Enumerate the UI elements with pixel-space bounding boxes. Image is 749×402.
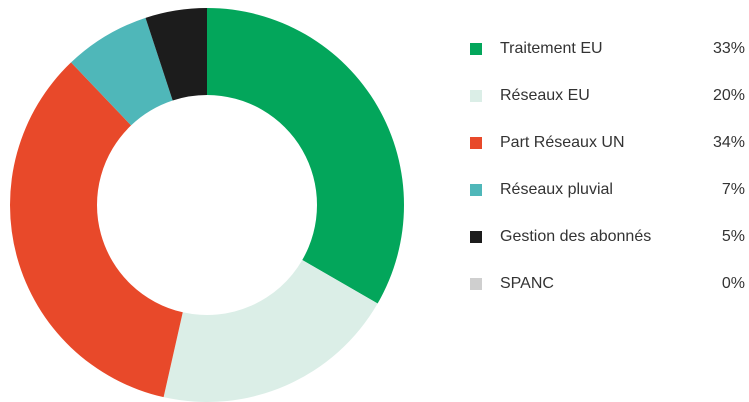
donut-segment: [10, 62, 183, 398]
legend-value: 34%: [713, 134, 745, 151]
legend-swatch: [470, 137, 482, 149]
legend-value: 33%: [713, 40, 745, 57]
legend-swatch: [470, 278, 482, 290]
legend-label: Réseaux pluvial: [500, 181, 613, 198]
legend-swatch: [470, 90, 482, 102]
legend-swatch: [470, 231, 482, 243]
legend-label: Traitement EU: [500, 40, 603, 57]
legend-swatch: [470, 184, 482, 196]
legend-value: 0%: [722, 275, 745, 292]
legend-value: 5%: [722, 228, 745, 245]
donut-segment: [71, 17, 173, 126]
legend-label: SPANC: [500, 275, 554, 292]
legend-label: Part Réseaux UN: [500, 134, 625, 151]
donut-segment: [207, 8, 404, 304]
legend-value: 20%: [713, 87, 745, 104]
donut-segment: [163, 260, 378, 402]
donut-segment: [145, 7, 207, 101]
legend-label: Gestion des abonnés: [500, 228, 651, 245]
legend-value: 7%: [722, 181, 745, 198]
legend-label: Réseaux EU: [500, 87, 590, 104]
legend-swatch: [470, 43, 482, 55]
